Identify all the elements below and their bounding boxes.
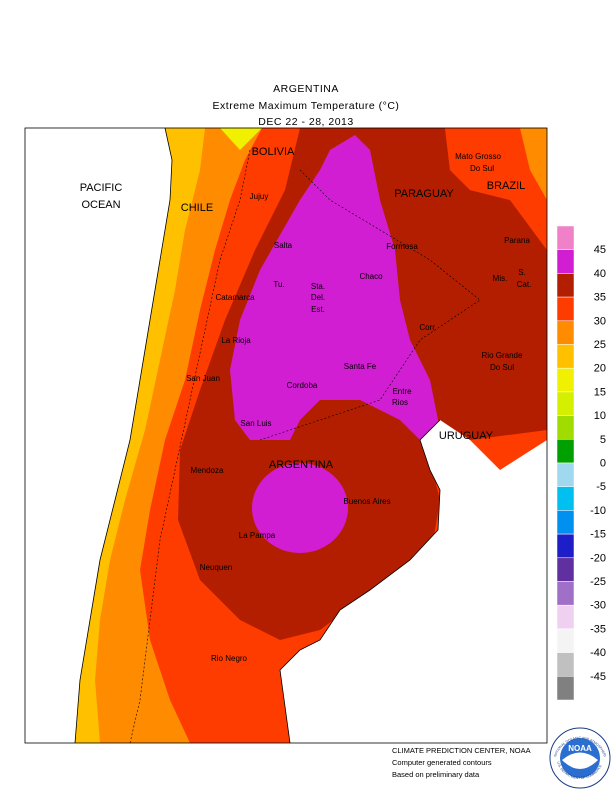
legend-label: 5 xyxy=(600,434,606,446)
map-label: CHILE xyxy=(181,202,213,214)
logo-text: NOAA xyxy=(568,744,592,753)
map-label: Cat. xyxy=(517,280,532,289)
map-label: BOLIVIA xyxy=(252,146,295,158)
map-label: La Pampa xyxy=(239,531,276,540)
map-label: La Rioja xyxy=(221,336,251,345)
legend-label: -15 xyxy=(590,529,606,541)
region-red-ne xyxy=(445,128,547,250)
map-label: Formosa xyxy=(386,242,418,251)
region-orange-ne xyxy=(520,128,547,200)
map-label: Est. xyxy=(311,305,325,314)
legend-swatch xyxy=(556,557,575,582)
legend-label: -35 xyxy=(590,623,606,635)
legend-swatch xyxy=(556,510,575,535)
map-label: Salta xyxy=(274,241,293,250)
border xyxy=(259,169,481,441)
map-label: Chaco xyxy=(359,272,383,281)
legend-swatch xyxy=(556,225,575,250)
legend-swatch xyxy=(556,628,575,653)
legend-swatch xyxy=(556,604,575,630)
legend-swatch xyxy=(556,462,575,487)
legend-label: 10 xyxy=(594,410,606,422)
legend-label: -20 xyxy=(590,552,606,564)
region-magenta-pampa xyxy=(252,463,348,553)
legend: 45 40 35 30 25 20 15 10 5 0 -5 -10 -15 -20 -25 -30 -35 -4… xyxy=(556,225,606,701)
map-label: Parana xyxy=(504,236,530,245)
legend-swatch xyxy=(556,249,575,274)
map-label: Sta. xyxy=(311,282,325,291)
legend-label: -40 xyxy=(590,647,606,659)
map-label: Tu. xyxy=(273,280,284,289)
legend-swatch xyxy=(556,391,575,416)
map-label: Corr. xyxy=(419,323,436,332)
map-label: Mendoza xyxy=(191,466,224,475)
map-label: Catamarca xyxy=(215,293,255,302)
map-label: Rios xyxy=(392,398,408,407)
map-label: ARGENTINA xyxy=(269,459,334,471)
map-label: S. xyxy=(518,268,526,277)
map-label: PACIFIC xyxy=(80,182,123,194)
legend-label: -30 xyxy=(590,600,606,612)
map-label: BRAZIL xyxy=(487,180,526,192)
map-label: Entre xyxy=(392,387,412,396)
legend-label: 20 xyxy=(594,363,606,375)
legend-label: -10 xyxy=(590,505,606,517)
map-label: Cordoba xyxy=(287,381,318,390)
legend-label: 25 xyxy=(594,339,606,351)
legend-label: 15 xyxy=(594,386,606,398)
coastline xyxy=(74,128,173,743)
coastline-east xyxy=(279,419,441,743)
atlantic xyxy=(280,420,547,743)
legend-label: 40 xyxy=(594,268,606,280)
legend-swatch xyxy=(556,296,575,322)
legend-swatch xyxy=(556,320,575,345)
map-label: OCEAN xyxy=(81,199,120,211)
legend-swatch xyxy=(556,367,575,393)
map-label: San Juan xyxy=(186,374,220,383)
map-label: Buenos Aires xyxy=(343,497,390,506)
legend-label: -5 xyxy=(596,481,606,493)
legend-label: -25 xyxy=(590,576,606,588)
map-label: Santa Fe xyxy=(344,362,377,371)
legend-swatch xyxy=(556,652,575,677)
legend-label: 0 xyxy=(600,458,606,470)
map-label: URUGUAY xyxy=(439,430,494,442)
map-label: Mato Grosso xyxy=(455,152,501,161)
map-label: Rio Negro xyxy=(211,654,248,663)
date: DEC 22 - 28, 2013 xyxy=(258,116,353,128)
region-magenta xyxy=(230,135,440,440)
legend-swatch xyxy=(556,344,575,369)
map-label: PARAGUAY xyxy=(394,188,454,200)
footer-line: Computer generated contours xyxy=(392,758,492,767)
legend-swatch xyxy=(556,676,575,701)
map-label: Do Sul xyxy=(490,363,514,372)
legend-swatch xyxy=(556,273,575,298)
legend-label: -45 xyxy=(590,671,606,683)
legend-label: 30 xyxy=(594,315,606,327)
title: ARGENTINA xyxy=(273,83,339,95)
legend-swatch xyxy=(556,415,575,440)
legend-swatch xyxy=(556,581,575,606)
subtitle: Extreme Maximum Temperature (°C) xyxy=(213,100,400,112)
map-label: Do Sul xyxy=(470,164,494,173)
map-label: Neuquen xyxy=(200,563,232,572)
legend-label: 35 xyxy=(594,292,606,304)
map-label: Rio Grande xyxy=(482,351,523,360)
footer-line: Based on preliminary data xyxy=(392,770,480,779)
border xyxy=(129,149,251,743)
map-label: San Luis xyxy=(240,419,271,428)
map: PACIFIC OCEAN CHILE BOLIVIA PARAGUAY BRA… xyxy=(24,127,548,744)
map-frame xyxy=(24,127,548,744)
map-label: Mis. xyxy=(493,274,508,283)
legend-swatch xyxy=(556,533,575,559)
footer-line: CLIMATE PREDICTION CENTER, NOAA xyxy=(392,746,531,755)
legend-swatch xyxy=(556,439,575,464)
legend-label: 45 xyxy=(594,244,606,256)
map-label: Jujuy xyxy=(250,192,269,201)
map-label: Del. xyxy=(311,293,325,302)
legend-swatch xyxy=(556,486,575,511)
